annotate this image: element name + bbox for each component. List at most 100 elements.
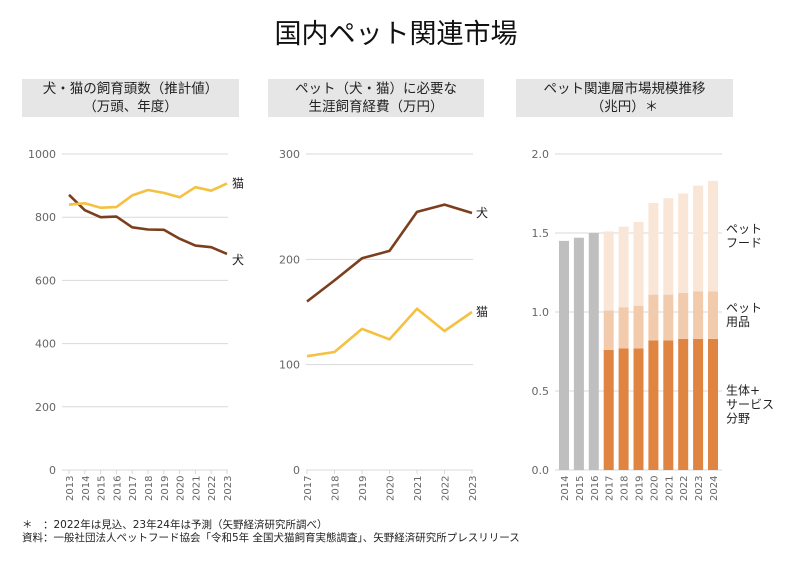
x-tick-label: 2024 bbox=[709, 476, 720, 501]
x-tick-label: 2020 bbox=[649, 476, 660, 501]
x-tick-label: 2014 bbox=[81, 476, 92, 501]
bar-food bbox=[693, 185, 704, 292]
series-label-dog: 犬 bbox=[476, 206, 488, 220]
series-line-dog bbox=[68, 193, 228, 256]
panel-title-line: ペット（犬・猫）に必要な bbox=[295, 81, 457, 97]
x-tick-label: 2018 bbox=[331, 476, 342, 501]
x-tick-label: 2017 bbox=[303, 476, 314, 501]
series-label-line: フード bbox=[726, 236, 762, 250]
x-tick-label: 2018 bbox=[620, 476, 631, 501]
x-tick-label: 2017 bbox=[128, 476, 139, 501]
panel-title-lifetime-cost: ペット（犬・猫）に必要な 生涯飼育経費（万円） bbox=[268, 79, 484, 117]
y-tick-label: 100 bbox=[279, 359, 300, 372]
footnote-source: 資料：一般社団法人ペットフード協会「令和5年 全国犬猫飼育実態調査」、矢野経済研… bbox=[22, 532, 520, 544]
panel-title-market-size: ペット関連層市場規模推移 （兆円）＊ bbox=[516, 79, 733, 117]
x-tick-label: 2023 bbox=[223, 476, 234, 501]
series-line-dog bbox=[306, 203, 473, 303]
x-tick-label: 2022 bbox=[441, 476, 452, 501]
bar-service bbox=[618, 348, 629, 470]
series-line-cat bbox=[68, 182, 228, 209]
y-tick-label: 0.5 bbox=[532, 385, 550, 398]
bar-goods bbox=[678, 293, 689, 339]
page-title: 国内ペット関連市場 bbox=[274, 19, 518, 50]
x-tick-label: 2021 bbox=[664, 476, 675, 501]
x-tick-label: 2023 bbox=[694, 476, 705, 501]
x-tick-label: 2021 bbox=[191, 476, 202, 501]
x-tick-label: 2019 bbox=[358, 476, 369, 501]
bar-historical bbox=[559, 240, 569, 470]
bar-service bbox=[633, 348, 644, 470]
x-tick-label: 2016 bbox=[590, 476, 601, 501]
bar-goods bbox=[663, 294, 674, 341]
y-tick-label: 2.0 bbox=[532, 148, 550, 161]
series-label-dog: 犬 bbox=[232, 253, 244, 267]
bar-historical bbox=[573, 237, 584, 470]
series-label-line: ペット bbox=[726, 301, 762, 315]
footnotes: ＊ ：2022年は見込、23年24年は予測（矢野経済研究所調べ） 資料：一般社団… bbox=[22, 519, 520, 545]
bar-food bbox=[708, 180, 718, 292]
x-tick-label: 2017 bbox=[605, 476, 616, 501]
x-tick-label: 2014 bbox=[560, 476, 571, 501]
y-tick-label: 0 bbox=[293, 464, 300, 477]
y-tick-label: 600 bbox=[35, 274, 56, 287]
x-tick-label: 2015 bbox=[97, 476, 108, 501]
panel-title-line: 生涯飼育経費（万円） bbox=[308, 99, 444, 115]
y-tick-label: 1.0 bbox=[532, 306, 550, 319]
series-label-line: 生体+ bbox=[726, 383, 760, 397]
series-line-cat bbox=[306, 307, 473, 358]
x-tick-label: 2023 bbox=[468, 476, 479, 501]
x-tick-label: 2022 bbox=[207, 476, 218, 501]
series-label-line: 用品 bbox=[726, 315, 750, 329]
y-tick-label: 1000 bbox=[28, 148, 56, 161]
x-tick-label: 2019 bbox=[160, 476, 171, 501]
panel-title-line: ペット関連層市場規模推移 bbox=[543, 81, 706, 97]
y-tick-label: 0 bbox=[49, 464, 56, 477]
series-label-line: ペット bbox=[726, 222, 762, 236]
footnote-estimate: ＊ ：2022年は見込、23年24年は予測（矢野経済研究所調べ） bbox=[22, 519, 328, 531]
chart-2: 0 100 200 300 2017 2018 2019 2020 2021 2022 2023 犬猫 bbox=[279, 148, 488, 501]
bar-goods bbox=[693, 291, 704, 339]
bar-food bbox=[678, 193, 689, 294]
bar-food bbox=[633, 221, 644, 306]
bar-service bbox=[693, 338, 704, 470]
bar-service bbox=[663, 340, 674, 470]
chart-1: 0 200 400 600 800 1000 2013 2014 2015 2016 2017 201… bbox=[28, 148, 244, 501]
x-tick-label: 2013 bbox=[65, 476, 76, 501]
series-label-cat: 猫 bbox=[232, 176, 244, 190]
series-label-line: 分野 bbox=[726, 411, 750, 425]
x-tick-label: 2019 bbox=[635, 476, 646, 501]
y-tick-label: 0.0 bbox=[532, 464, 550, 477]
bar-food bbox=[603, 231, 614, 311]
bar-goods bbox=[648, 294, 659, 341]
panel-title-line: （万頭、年度） bbox=[83, 99, 178, 115]
bar-goods bbox=[633, 305, 644, 349]
x-tick-label: 2020 bbox=[176, 476, 187, 501]
series-label-line: サービス bbox=[726, 397, 774, 411]
bar-goods bbox=[618, 307, 629, 349]
x-tick-label: 2022 bbox=[679, 476, 690, 501]
bar-goods bbox=[708, 291, 718, 339]
panel-title-line: （兆円）＊ bbox=[590, 99, 659, 115]
y-tick-label: 400 bbox=[35, 338, 56, 351]
y-tick-label: 800 bbox=[35, 211, 56, 224]
bar-service bbox=[648, 340, 659, 470]
bar-historical bbox=[588, 233, 599, 470]
y-tick-label: 200 bbox=[35, 401, 56, 414]
x-tick-label: 2018 bbox=[144, 476, 155, 501]
bar-service bbox=[678, 338, 689, 470]
panel-title-line: 犬・猫の飼育頭数（推計値） bbox=[42, 81, 219, 97]
y-tick-label: 200 bbox=[279, 253, 300, 266]
bar-service bbox=[708, 338, 718, 470]
bar-food bbox=[648, 202, 659, 295]
bar-goods bbox=[603, 310, 614, 350]
bar-service bbox=[603, 349, 614, 470]
y-tick-label: 300 bbox=[279, 148, 300, 161]
x-tick-label: 2015 bbox=[575, 476, 586, 501]
series-label-food: ペットフード bbox=[726, 222, 762, 250]
series-label-cat: 猫 bbox=[476, 305, 488, 319]
bar-food bbox=[663, 198, 674, 295]
